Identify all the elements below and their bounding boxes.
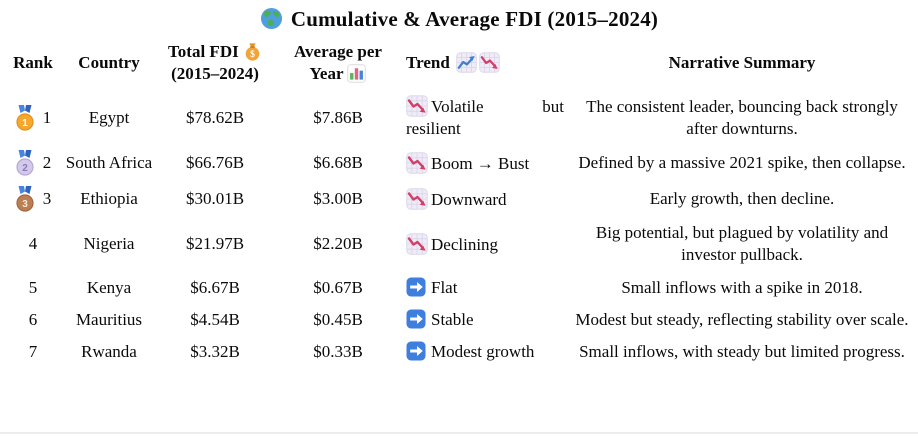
trend-cell: Volatile but resilient [402, 90, 570, 145]
col-header-rank: Rank [13, 53, 53, 73]
table-row-ethiopia: 3 Ethiopia $30.01B $3.00B Downward Early… [4, 181, 914, 217]
average-cell: $3.00B [313, 189, 363, 209]
country-cell: Nigeria [83, 234, 135, 254]
total-fdi-cell: $4.54B [190, 309, 240, 329]
country-cell: Egypt [88, 107, 130, 127]
total-fdi-cell: $6.67B [190, 277, 240, 297]
trend-cell: Downward [402, 181, 570, 217]
trend-cell: Declining [402, 217, 570, 271]
country-cell: Ethiopia [80, 189, 138, 209]
trend-label: Declining [431, 234, 499, 254]
fdi-table: Rank Country Total FDI (2015–2024) Avera… [4, 36, 914, 368]
average-header-line2: Year [309, 64, 344, 84]
money-bag-icon [243, 42, 262, 61]
table-row-rwanda: 7 Rwanda $3.32B $0.33B Modest growth Sma… [4, 336, 914, 368]
narrative-cell: The consistent leader, bouncing back str… [586, 96, 898, 138]
country-cell: Mauritius [75, 309, 143, 329]
table-row-kenya: 5 Kenya $6.67B $0.67B Flat Small inflows… [4, 272, 914, 304]
right-arrow-icon [406, 309, 426, 329]
average-cell: $7.86B [313, 107, 363, 127]
trend-cell: Boom → Bust [402, 145, 570, 181]
average-cell: $0.33B [313, 341, 363, 361]
chart-decreasing-icon [406, 233, 428, 255]
rank-value: 2 [42, 153, 52, 173]
rank-value: 1 [42, 107, 52, 127]
page-title-text: Cumulative & Average FDI (2015–2024) [290, 7, 659, 31]
trend-label: Volatile but resilient [406, 97, 564, 139]
trend-label: Stable [431, 309, 474, 329]
trend-cell: Flat [402, 272, 570, 304]
chart-decreasing-icon [406, 95, 428, 117]
chart-decreasing-icon [479, 52, 500, 73]
globe-icon [260, 7, 283, 30]
col-header-average: Average per Year [274, 36, 402, 90]
total-fdi-cell: $78.62B [185, 107, 245, 127]
country-cell: Kenya [86, 277, 132, 297]
average-cell: $0.67B [313, 277, 363, 297]
narrative-cell: Modest but steady, reflecting stability … [575, 309, 909, 329]
narrative-cell: Early growth, then decline. [649, 189, 835, 209]
trend-cell: Stable [402, 304, 570, 336]
right-arrow-icon [406, 277, 426, 297]
page-title: Cumulative & Average FDI (2015–2024) [0, 0, 918, 36]
rank-cell: 3 [4, 181, 62, 217]
table-row-egypt: 1 Egypt $78.62B $7.86B Volatile but resi… [4, 90, 914, 145]
average-header-line1: Average per [294, 42, 382, 61]
narrative-cell: Defined by a massive 2021 spike, then co… [578, 153, 906, 173]
bronze-medal-icon [15, 186, 35, 212]
chart-increasing-icon [456, 52, 477, 73]
right-arrow-icon [406, 341, 426, 361]
trend-label: Modest growth [431, 341, 535, 361]
chart-decreasing-icon [406, 152, 428, 174]
total-fdi-header-line2: (2015–2024) [171, 64, 259, 84]
silver-medal-icon [15, 150, 35, 176]
table-row-south-africa: 2 South Africa $66.76B $6.68B Boom → Bus… [4, 145, 914, 181]
trend-label: Flat [431, 277, 458, 297]
total-fdi-cell: $66.76B [185, 153, 245, 173]
rank-cell: 6 [28, 309, 38, 329]
total-fdi-cell: $3.32B [190, 341, 240, 361]
narrative-cell: Small inflows, with steady but limited p… [579, 341, 905, 361]
col-header-total-fdi: Total FDI (2015–2024) [156, 36, 274, 90]
table-row-nigeria: 4 Nigeria $21.97B $2.20B Declining Big p… [4, 217, 914, 271]
total-fdi-header-line1: Total FDI [168, 42, 239, 61]
rank-cell: 4 [28, 234, 38, 254]
country-cell: South Africa [65, 153, 153, 173]
total-fdi-cell: $30.01B [185, 189, 245, 209]
trend-label: Boom → Bust [431, 153, 530, 173]
total-fdi-cell: $21.97B [185, 234, 245, 254]
trend-header-text: Trend [406, 53, 450, 73]
rank-cell: 1 [4, 90, 62, 145]
col-header-trend: Trend [402, 36, 570, 90]
rank-cell: 5 [28, 277, 38, 297]
average-cell: $6.68B [313, 153, 363, 173]
table-row-mauritius: 6 Mauritius $4.54B $0.45B Stable Modest … [4, 304, 914, 336]
rank-cell: 2 [4, 145, 62, 181]
chart-decreasing-icon [406, 188, 428, 210]
average-cell: $0.45B [313, 309, 363, 329]
average-cell: $2.20B [313, 234, 363, 254]
col-header-country: Country [78, 53, 140, 73]
col-header-narrative: Narrative Summary [668, 53, 816, 73]
rank-cell: 7 [28, 341, 38, 361]
trend-label: Downward [431, 189, 507, 209]
trend-cell: Modest growth [402, 336, 570, 368]
narrative-cell: Big potential, but plagued by volatility… [595, 223, 889, 265]
bar-chart-icon [347, 64, 366, 83]
rank-value: 3 [42, 189, 52, 209]
narrative-cell: Small inflows with a spike in 2018. [621, 277, 863, 297]
header-row: Rank Country Total FDI (2015–2024) Avera… [4, 36, 914, 90]
gold-medal-icon [15, 105, 35, 131]
country-cell: Rwanda [81, 341, 137, 361]
